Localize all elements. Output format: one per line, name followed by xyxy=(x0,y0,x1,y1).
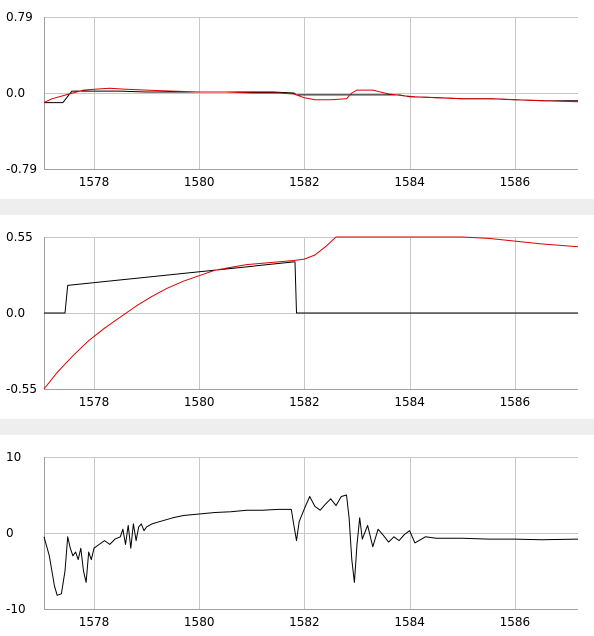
y-tick-label: 0.0 xyxy=(6,86,25,100)
chart-panel-3: 1578 1580 1582 1584 1586 10 0 -10 xyxy=(6,450,579,629)
series-line-1 xyxy=(43,494,579,596)
x-tick-label: 1578 xyxy=(79,175,110,189)
series-line-2 xyxy=(43,87,579,104)
x-tick-label: 1584 xyxy=(394,615,425,629)
x-tick-label: 1582 xyxy=(289,175,320,189)
x-tick-label: 1580 xyxy=(184,175,215,189)
x-tick-label: 1578 xyxy=(79,615,110,629)
x-tick-label: 1582 xyxy=(289,395,320,409)
x-tick-label: 1586 xyxy=(500,615,531,629)
x-tick-label: 1586 xyxy=(500,175,531,189)
y-tick-label: 0.0 xyxy=(6,306,25,320)
y-tick-label: -0.55 xyxy=(6,382,37,396)
chart-panel-2: 1578 1580 1582 1584 1586 0.55 0.0 -0.55 xyxy=(6,230,579,409)
x-tick-label: 1580 xyxy=(184,615,215,629)
x-tick-label: 1584 xyxy=(394,175,425,189)
separator-band-2 xyxy=(0,419,594,435)
x-tick-label: 1586 xyxy=(500,395,531,409)
x-tick-label: 1582 xyxy=(289,615,320,629)
series-line-2 xyxy=(43,236,579,390)
y-tick-label: -0.79 xyxy=(6,162,37,176)
y-tick-label: -10 xyxy=(6,602,26,616)
y-tick-label: 0.55 xyxy=(6,230,33,244)
y-tick-label: 10 xyxy=(6,450,21,464)
x-tick-label: 1580 xyxy=(184,395,215,409)
x-tick-label: 1578 xyxy=(79,395,110,409)
chart-panel-1: 1578 1580 1582 1584 1586 0.79 0.0 -0.79 xyxy=(6,10,579,189)
separator-band-1 xyxy=(0,199,594,215)
y-tick-label: 0 xyxy=(6,526,14,540)
series-line-1 xyxy=(44,90,578,104)
y-tick-label: 0.79 xyxy=(6,10,33,24)
x-tick-label: 1584 xyxy=(394,395,425,409)
series-line-1 xyxy=(44,261,578,314)
